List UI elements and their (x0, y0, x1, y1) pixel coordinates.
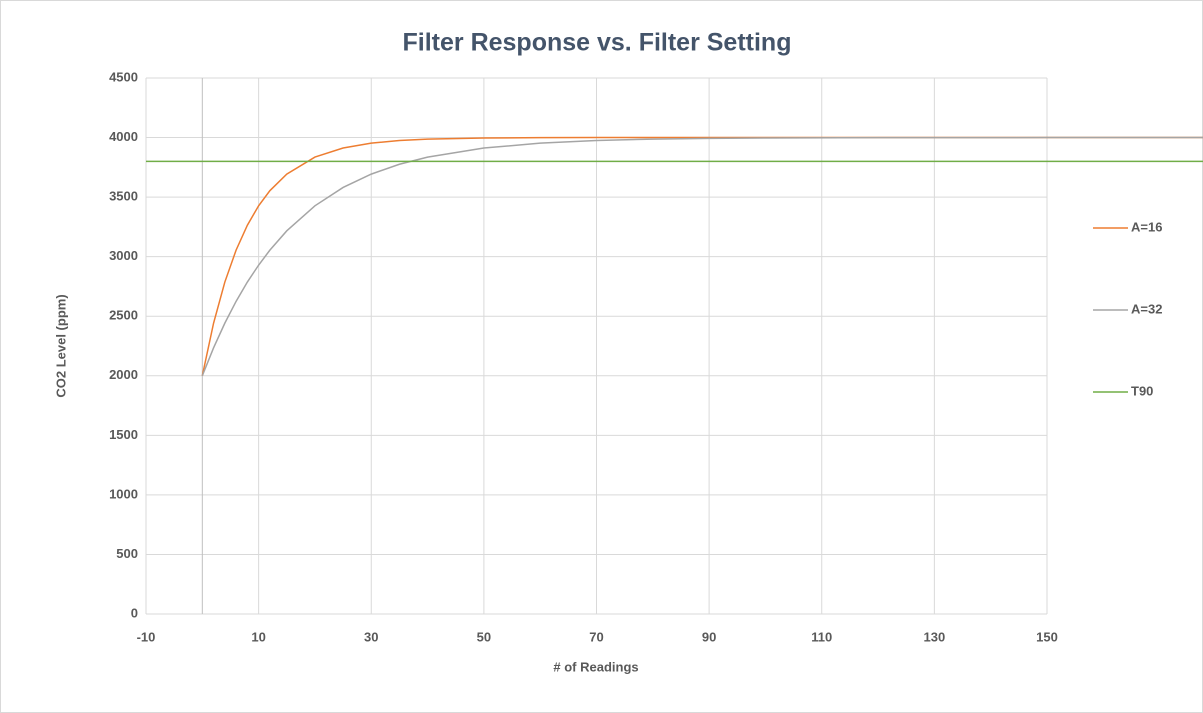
y-tick-label: 2500 (109, 308, 138, 323)
legend-label: T90 (1131, 383, 1153, 398)
x-tick-label: 30 (364, 629, 378, 644)
y-tick-label: 3000 (109, 248, 138, 263)
x-tick-label: 150 (1036, 629, 1058, 644)
x-tick-label: 90 (702, 629, 716, 644)
y-tick-label: 500 (116, 546, 138, 561)
x-tick-label: 70 (589, 629, 603, 644)
x-tick-label: 110 (811, 629, 832, 644)
y-tick-label: 4500 (109, 69, 138, 84)
x-tick-label: 50 (477, 629, 491, 644)
legend-label: A=32 (1131, 301, 1162, 316)
x-tick-label: 130 (924, 629, 946, 644)
y-tick-label: 1000 (109, 486, 138, 501)
y-tick-label: 4000 (109, 129, 138, 144)
x-tick-label: 10 (251, 629, 265, 644)
y-tick-label: 3500 (109, 189, 138, 204)
series-line (201, 136, 1203, 377)
x-tick-label: -10 (137, 629, 156, 644)
y-tick-label: 2000 (109, 367, 138, 382)
y-axis-label: CO2 Level (ppm) (53, 294, 68, 397)
legend-label: A=16 (1131, 219, 1162, 234)
y-tick-label: 1500 (109, 427, 138, 442)
x-axis-label: # of Readings (553, 659, 638, 674)
chart-title: Filter Response vs. Filter Setting (403, 29, 792, 57)
y-tick-label: 0 (131, 605, 138, 620)
